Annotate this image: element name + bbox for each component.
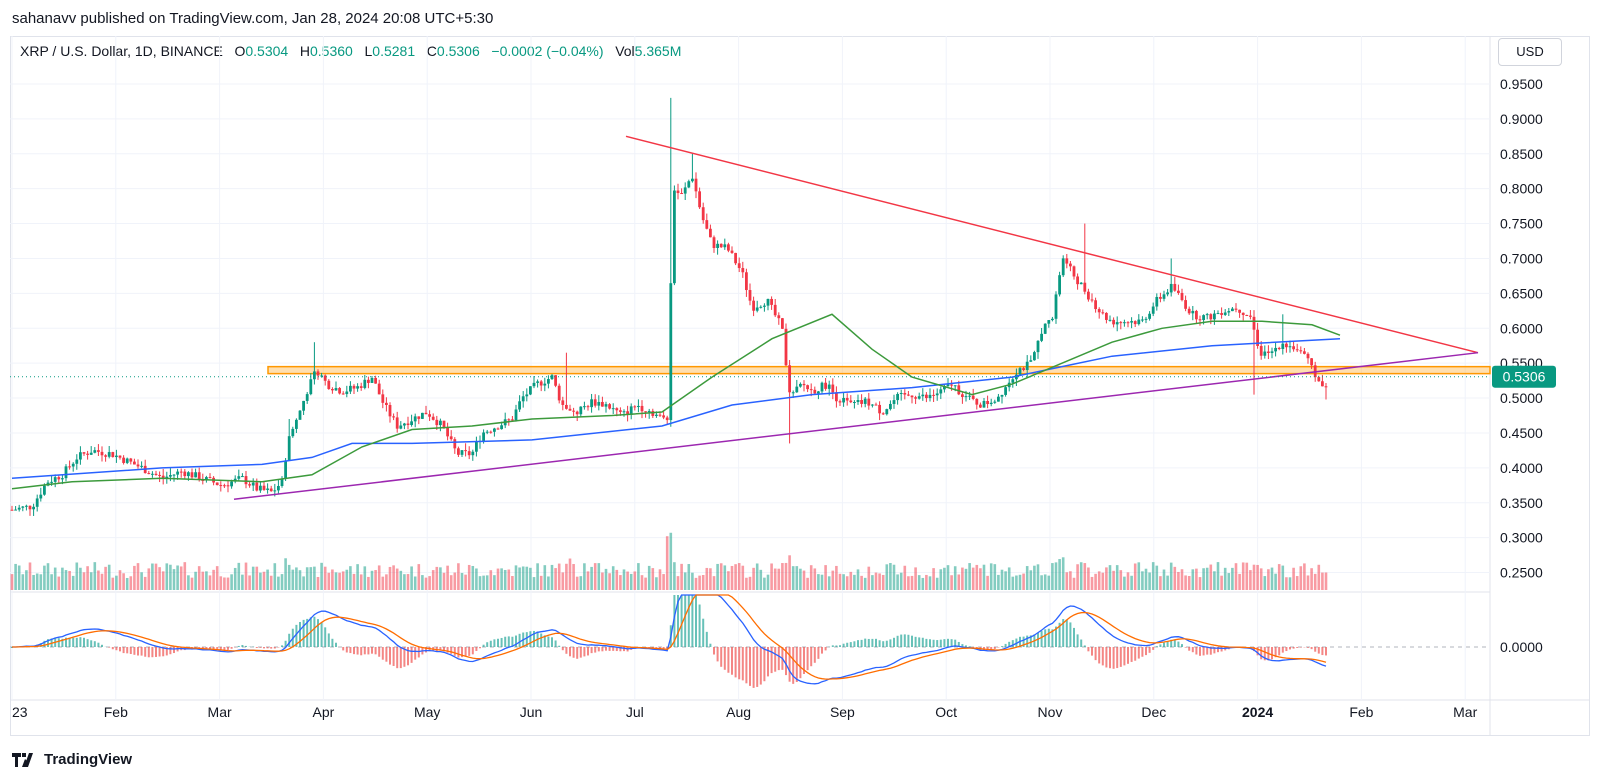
symbol-label: XRP / U.S. Dollar, 1D, BINANCE (20, 43, 223, 59)
open-value: 0.5304 (245, 43, 289, 59)
footer-brand: TradingView (44, 751, 133, 768)
volume-label: Vol (615, 43, 635, 59)
low-label: L (364, 43, 373, 59)
low-value: 0.5281 (372, 43, 416, 59)
currency-button[interactable]: USD (1498, 38, 1562, 66)
close-value: 0.5306 (436, 43, 480, 59)
high-label: H (299, 43, 310, 59)
change-value: −0.0002 (−0.04%) (491, 43, 604, 59)
close-label: C (426, 43, 437, 59)
tradingview-logo-icon (12, 752, 33, 767)
open-label: O (234, 43, 246, 59)
chart-frame (10, 36, 1590, 736)
volume-value: 5.365M (634, 43, 682, 59)
publisher-caption: sahanavv published on TradingView.com, J… (12, 10, 494, 27)
footer: TradingView (12, 751, 132, 768)
ohlc-legend: XRP / U.S. Dollar, 1D, BINANCE O0.5304 H… (20, 43, 681, 59)
high-value: 0.5360 (310, 43, 353, 59)
